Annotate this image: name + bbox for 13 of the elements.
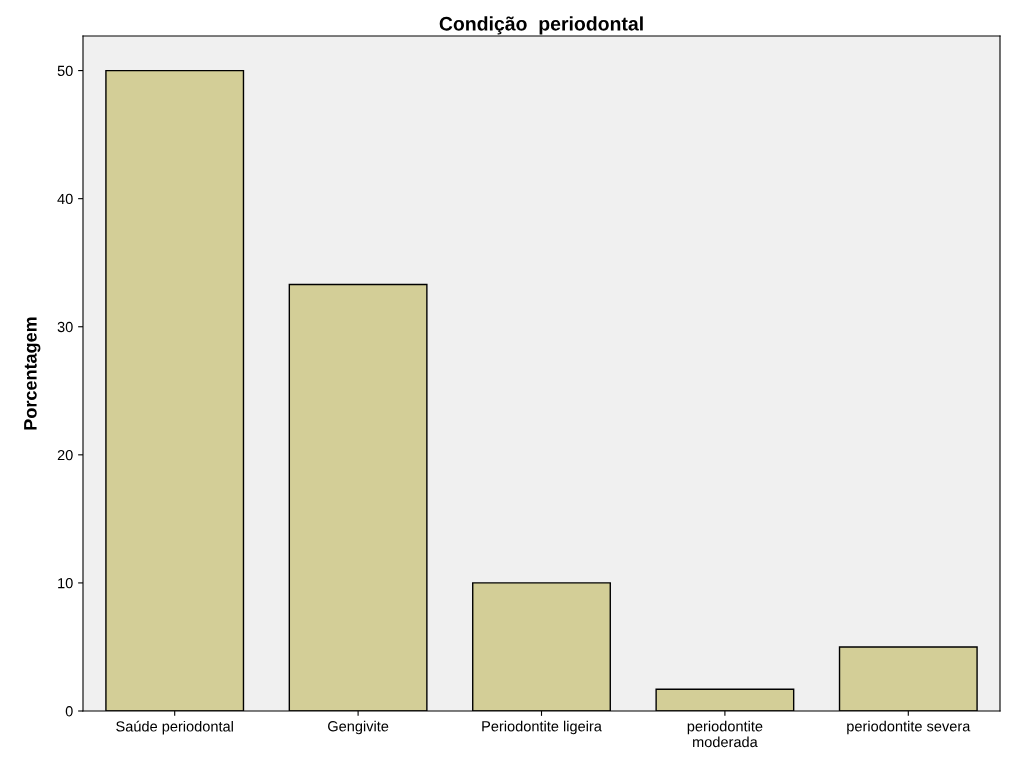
y-tick-label: 10: [58, 578, 73, 589]
y-tick-label: 50: [57, 65, 73, 77]
x-tick-label: periodontite severa: [847, 720, 971, 735]
x-tick-label: Saúde periodontal: [116, 720, 233, 735]
x-tick-label: Periodontite ligeira: [482, 720, 602, 735]
y-tick-label: 40: [57, 193, 73, 205]
x-tick-label: periodontite moderada: [687, 720, 763, 748]
y-axis-title: Porcentagem: [24, 317, 41, 430]
chart-title: Condição periodontal: [439, 16, 643, 35]
y-tick-label: 0: [65, 706, 73, 717]
y-tick-label: 30: [57, 321, 73, 333]
y-tick-label: 20: [57, 449, 73, 461]
x-tick-label: Gengivite: [328, 720, 389, 735]
